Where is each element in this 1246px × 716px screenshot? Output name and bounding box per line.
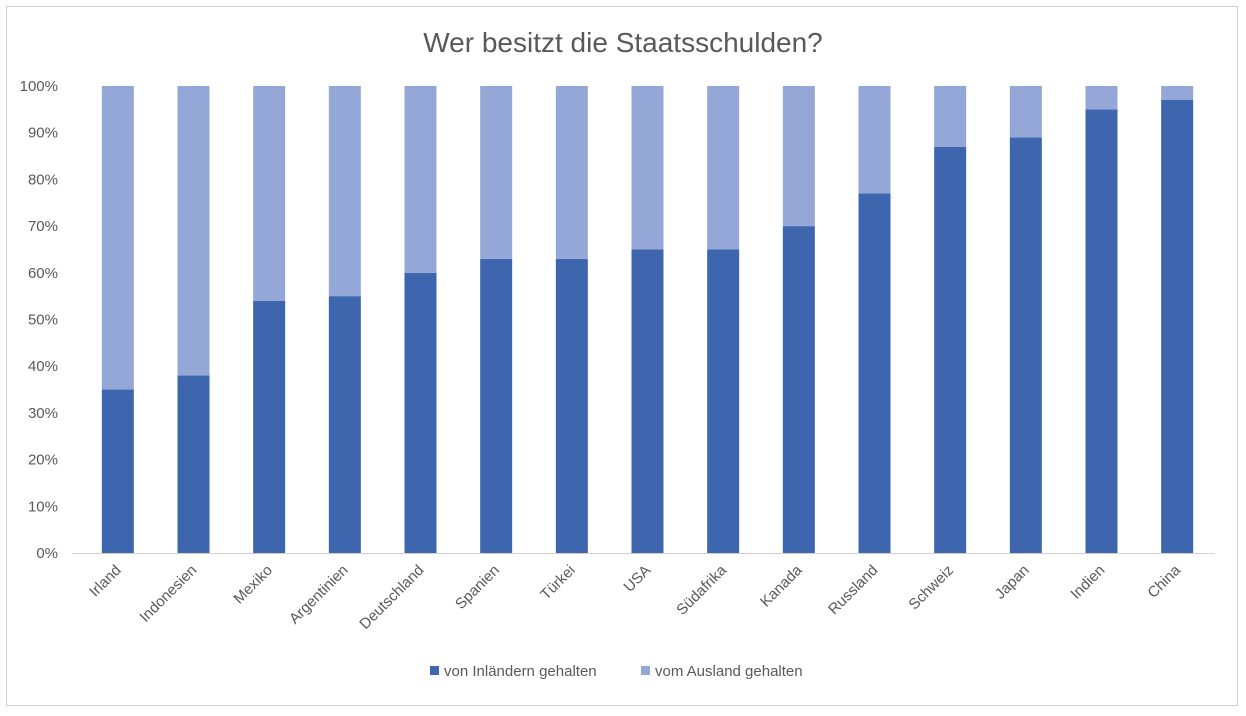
bar-segment-inland	[480, 258, 513, 553]
y-tick-label: 100%	[20, 78, 58, 95]
bar-segment-ausland	[480, 86, 513, 259]
bar-segment-ausland	[1161, 86, 1194, 101]
legend: von Inländern gehalten vom Ausland gehalt…	[430, 663, 803, 680]
bar-segment-inland	[328, 296, 361, 553]
y-tick-label: 80%	[28, 171, 58, 188]
chart-title: Wer besitzt die Staatsschulden?	[423, 27, 822, 58]
x-tick-label: Schweiz	[905, 562, 957, 614]
x-tick-label: Spanien	[452, 562, 503, 613]
bar-segment-ausland	[177, 86, 210, 376]
x-tick-label: Kanada	[757, 561, 806, 610]
bar-segment-inland	[404, 272, 437, 553]
x-tick-label: Mexiko	[230, 562, 276, 608]
bar-segment-inland	[631, 249, 664, 553]
y-tick-label: 10%	[28, 498, 58, 515]
bar-segment-inland	[177, 375, 210, 553]
y-tick-label: 90%	[28, 125, 58, 142]
y-tick-label: 20%	[28, 452, 58, 469]
bar-segment-inland	[1161, 100, 1194, 553]
bar-segment-inland	[253, 300, 286, 553]
bar-segment-inland	[555, 258, 588, 553]
x-tick-label: USA	[620, 562, 654, 596]
bar-segment-ausland	[934, 86, 967, 147]
legend-label: von Inländern gehalten	[444, 663, 597, 680]
x-tick-label: Indonesien	[136, 562, 200, 626]
y-tick-label: 50%	[28, 312, 58, 329]
x-tick-label: Türkei	[537, 562, 578, 603]
y-tick-label: 70%	[28, 218, 58, 235]
x-tick-label: Indien	[1067, 562, 1108, 603]
bar-segment-ausland	[782, 86, 815, 227]
bar-segment-ausland	[555, 86, 588, 259]
legend-swatch	[430, 666, 439, 675]
bar-segment-ausland	[707, 86, 740, 250]
x-tick-label: Irland	[86, 562, 125, 601]
bar-segment-inland	[101, 389, 134, 553]
bar-segment-inland	[934, 146, 967, 553]
bar-segment-ausland	[1085, 86, 1118, 110]
y-axis-ticks: 0% 10% 20% 30% 40% 50% 60% 70% 80% 90% 100%	[20, 78, 58, 562]
bar-segment-ausland	[858, 86, 891, 194]
y-tick-label: 60%	[28, 265, 58, 282]
y-tick-label: 0%	[36, 545, 58, 562]
bar-segment-ausland	[101, 86, 134, 390]
bar-segment-ausland	[631, 86, 664, 250]
x-tick-label: Argentinien	[286, 562, 352, 628]
y-tick-label: 30%	[28, 405, 58, 422]
bar-segment-inland	[707, 249, 740, 553]
bar-segment-inland	[858, 193, 891, 553]
x-tick-label: Deutschland	[356, 562, 427, 633]
bar-segment-ausland	[328, 86, 361, 297]
x-tick-label: Südafrika	[673, 561, 730, 618]
y-tick-label: 40%	[28, 358, 58, 375]
x-tick-label: China	[1144, 561, 1184, 601]
bar-segment-inland	[1009, 137, 1042, 553]
x-tick-label: Japan	[992, 562, 1033, 603]
bar-segment-inland	[782, 226, 815, 553]
x-tick-label: Russland	[825, 562, 881, 618]
legend-label: vom Ausland gehalten	[655, 663, 803, 680]
bars	[101, 86, 1194, 553]
bar-segment-ausland	[404, 86, 437, 273]
bar-segment-ausland	[1009, 86, 1042, 138]
legend-swatch	[641, 666, 650, 675]
x-axis-labels: Irland Indonesien Mexiko Argentinien Deutsch…	[86, 561, 1184, 632]
bar-segment-inland	[1085, 109, 1118, 553]
bar-segment-ausland	[253, 86, 286, 301]
